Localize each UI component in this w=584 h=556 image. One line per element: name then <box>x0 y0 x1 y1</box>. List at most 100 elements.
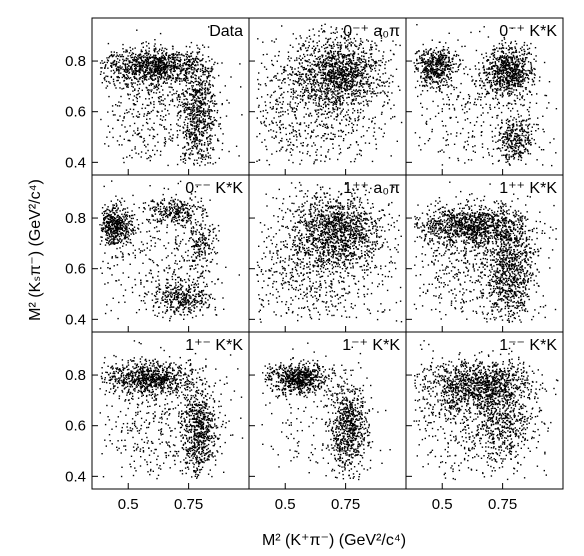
scatter-point <box>375 65 377 67</box>
scatter-point <box>282 126 285 129</box>
scatter-point <box>238 155 240 157</box>
scatter-point <box>344 38 346 40</box>
scatter-point <box>543 131 545 133</box>
scatter-point <box>364 59 367 61</box>
scatter-point <box>374 116 376 118</box>
scatter-point <box>345 82 347 84</box>
scatter-point <box>139 67 141 70</box>
scatter-point <box>201 144 203 146</box>
scatter-point <box>158 69 160 71</box>
scatter-point <box>160 60 162 62</box>
scatter-point <box>327 83 329 85</box>
scatter-point <box>505 71 508 74</box>
scatter-point <box>438 63 441 65</box>
scatter-point <box>275 38 277 40</box>
scatter-point <box>432 64 434 66</box>
scatter-point <box>339 87 341 89</box>
scatter-point <box>208 109 210 111</box>
scatter-point <box>182 105 184 108</box>
scatter-point <box>356 61 358 64</box>
scatter-point <box>489 63 491 65</box>
scatter-point <box>311 145 313 147</box>
scatter-point <box>162 67 164 69</box>
scatter-point <box>414 86 417 89</box>
scatter-point <box>271 120 273 122</box>
scatter-point <box>503 61 506 64</box>
scatter-point <box>427 139 430 142</box>
scatter-point <box>167 74 169 76</box>
scatter-point <box>367 80 369 83</box>
scatter-point <box>372 135 375 137</box>
scatter-point <box>507 138 510 140</box>
scatter-point <box>522 69 524 71</box>
scatter-point <box>350 76 353 78</box>
scatter-point <box>332 72 334 74</box>
scatter-point <box>362 47 364 49</box>
scatter-point <box>108 81 110 83</box>
scatter-point <box>194 88 196 90</box>
scatter-point <box>309 54 311 56</box>
scatter-point <box>447 96 450 98</box>
scatter-point <box>312 76 314 78</box>
scatter-point <box>271 136 273 138</box>
scatter-point <box>320 137 323 139</box>
scatter-point <box>162 71 164 73</box>
scatter-point <box>293 91 295 93</box>
scatter-point <box>320 74 322 77</box>
scatter-point <box>305 60 308 63</box>
scatter-point <box>312 68 315 71</box>
scatter-point <box>370 92 372 95</box>
scatter-point <box>314 63 317 66</box>
scatter-point <box>370 46 372 49</box>
scatter-point <box>132 59 134 61</box>
scatter-point <box>324 160 326 163</box>
scatter-point <box>316 58 318 60</box>
scatter-point <box>206 126 209 128</box>
scatter-point <box>177 119 179 121</box>
scatter-point <box>529 117 531 120</box>
scatter-point <box>164 58 166 60</box>
scatter-point <box>181 53 183 55</box>
scatter-point <box>171 140 174 142</box>
scatter-point <box>307 94 310 97</box>
scatter-point <box>192 114 195 116</box>
scatter-point <box>344 80 346 83</box>
scatter-point <box>336 108 339 110</box>
scatter-point <box>139 72 141 74</box>
scatter-point <box>321 64 323 66</box>
scatter-point <box>114 63 116 65</box>
scatter-point <box>305 73 307 75</box>
scatter-point <box>506 58 509 60</box>
scatter-point <box>258 104 260 107</box>
scatter-point <box>150 156 152 158</box>
scatter-point <box>125 49 127 51</box>
scatter-point <box>193 137 195 139</box>
scatter-point <box>350 45 352 47</box>
scatter-point <box>158 58 161 60</box>
scatter-point <box>199 121 201 123</box>
scatter-point <box>114 65 117 67</box>
scatter-point <box>268 123 271 126</box>
scatter-point <box>119 59 121 61</box>
scatter-point <box>138 69 140 71</box>
scatter-point <box>327 103 329 105</box>
scatter-point <box>327 85 329 87</box>
scatter-point <box>452 57 454 59</box>
scatter-point <box>327 73 329 75</box>
scatter-point <box>382 73 384 75</box>
scatter-point <box>189 136 191 138</box>
scatter-point <box>491 88 494 91</box>
scatter-point <box>266 76 269 79</box>
scatter-point <box>144 66 146 68</box>
scatter-point <box>313 64 315 66</box>
scatter-point <box>537 117 539 119</box>
scatter-point <box>306 49 309 52</box>
scatter-point <box>165 53 167 55</box>
scatter-point <box>201 84 203 86</box>
scatter-point <box>212 95 214 97</box>
scatter-point <box>304 40 307 42</box>
scatter-point <box>197 91 200 93</box>
scatter-point <box>287 140 289 143</box>
scatter-point <box>527 61 530 63</box>
scatter-point <box>180 59 182 61</box>
